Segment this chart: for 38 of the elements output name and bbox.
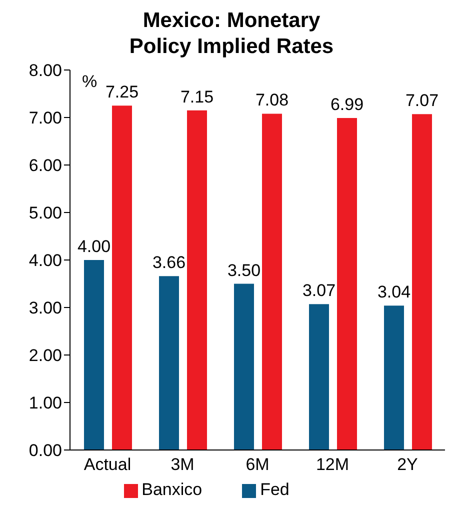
x-tick-label: 2Y (397, 455, 418, 474)
bar (159, 276, 179, 450)
data-label: 7.15 (180, 87, 214, 106)
bar (84, 260, 104, 450)
data-label: 7.25 (105, 82, 139, 102)
data-label: 3.07 (302, 281, 336, 300)
legend-label: Banxico (142, 480, 202, 499)
y-tick-label: 2.00 (28, 346, 62, 366)
data-label: 7.07 (405, 91, 439, 110)
data-label: 3.66 (152, 253, 186, 272)
bar (384, 306, 404, 450)
bar (234, 284, 254, 450)
x-tick-label: 12M (316, 455, 350, 474)
y-tick-label: 5.00 (28, 204, 62, 223)
bar (262, 114, 282, 450)
y-tick-label: 6.00 (28, 156, 62, 176)
data-label: 7.08 (255, 90, 289, 110)
y-tick-label: 0.00 (28, 441, 62, 460)
x-tick-label: Actual (84, 455, 132, 474)
x-tick-label: 6M (246, 455, 270, 474)
bar (309, 304, 329, 450)
bar (412, 114, 432, 450)
data-label: 6.99 (330, 94, 364, 114)
y-tick-label: 8.00 (28, 61, 62, 80)
chart-title: Mexico: Monetary Policy Implied Rates (128, 8, 335, 60)
bar (337, 118, 357, 450)
bar (187, 110, 207, 450)
y-axis-title: % (82, 72, 98, 92)
bar (112, 106, 132, 450)
y-tick-label: 1.00 (28, 394, 62, 413)
y-tick-label: 3.00 (28, 298, 62, 318)
data-label: 3.50 (227, 260, 261, 280)
data-label: 3.04 (377, 282, 411, 302)
y-tick-label: 4.00 (28, 251, 62, 270)
legend-label: Fed (260, 480, 290, 499)
data-label: 4.00 (77, 237, 111, 256)
y-tick-label: 7.00 (28, 108, 62, 128)
x-tick-label: 3M (170, 455, 194, 474)
